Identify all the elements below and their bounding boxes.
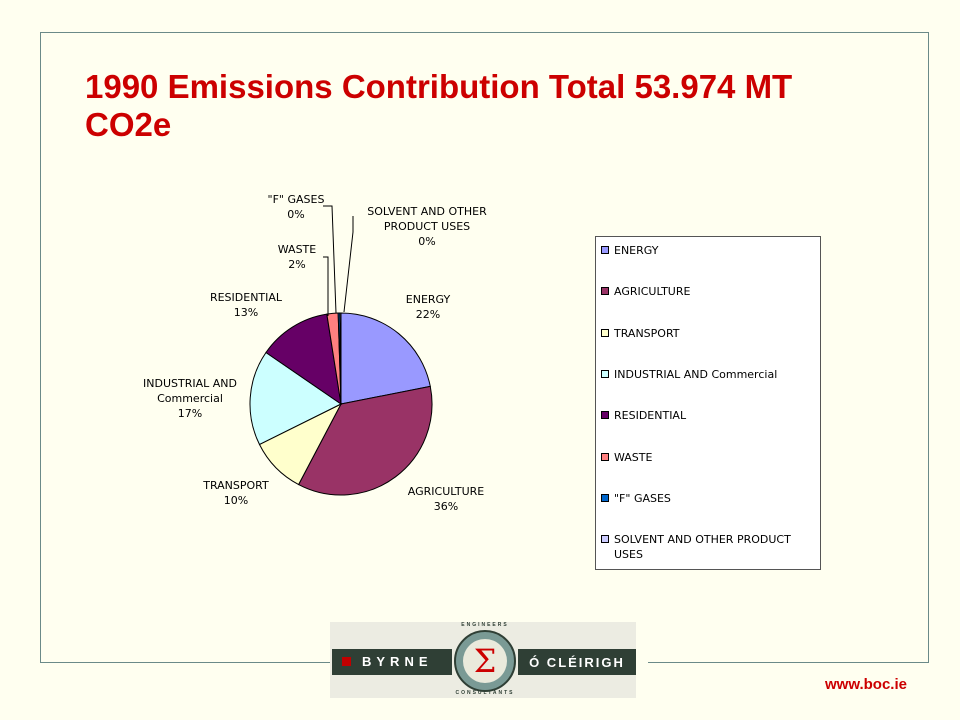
slice-label: WASTE 2%	[278, 243, 317, 271]
legend-label: RESIDENTIAL	[614, 409, 687, 422]
leader-line	[323, 256, 329, 316]
legend-item: INDUSTRIAL AND Commercial	[601, 367, 819, 382]
legend-label: WASTE	[614, 451, 653, 464]
legend-swatch	[601, 535, 609, 543]
legend-swatch	[601, 246, 609, 254]
company-logo: BYRNE Σ ENGINEERS CONSULTANTS Ó CLÉIRIGH	[330, 622, 636, 698]
logo-bottom-text: CONSULTANTS	[455, 690, 515, 696]
legend-item: WASTE	[601, 450, 819, 465]
legend-swatch	[601, 453, 609, 461]
pie-slice-energy	[340, 312, 431, 405]
slide-frame	[40, 32, 929, 663]
legend-label: ENERGY	[614, 244, 659, 257]
legend-item: SOLVENT AND OTHER PRODUCT USES	[601, 532, 819, 562]
legend-item: TRANSPORT	[601, 326, 819, 341]
slice-label: INDUSTRIAL AND Commercial 17%	[143, 377, 237, 420]
legend-label: "F" GASES	[614, 492, 671, 505]
slice-label: ENERGY 22%	[406, 293, 451, 321]
legend-item: AGRICULTURE	[601, 284, 819, 299]
legend-item: RESIDENTIAL	[601, 408, 819, 423]
legend-swatch	[601, 411, 609, 419]
legend-label: SOLVENT AND OTHER PRODUCT USES	[614, 533, 791, 561]
leader-line	[323, 205, 337, 314]
legend-swatch	[601, 494, 609, 502]
slide-title: 1990 Emissions Contribution Total 53.974…	[85, 68, 793, 143]
pie-slice-solvent-and-other-product-uses	[339, 312, 342, 405]
legend-label: INDUSTRIAL AND Commercial	[614, 368, 778, 381]
legend-swatch	[601, 370, 609, 378]
legend-item: "F" GASES	[601, 491, 819, 506]
slice-label: TRANSPORT 10%	[202, 479, 269, 507]
slice-label: AGRICULTURE 36%	[408, 485, 485, 513]
legend-label: TRANSPORT	[614, 327, 680, 340]
logo-right-bar: Ó CLÉIRIGH	[518, 649, 636, 675]
slice-label: "F" GASES 0%	[268, 193, 325, 221]
pie-slice-residential	[265, 313, 342, 406]
website-link[interactable]: www.boc.ie	[825, 676, 907, 693]
legend-item: ENERGY	[601, 243, 819, 258]
divider	[40, 662, 330, 663]
legend-swatch	[601, 287, 609, 295]
legend-swatch	[601, 329, 609, 337]
legend-label: AGRICULTURE	[614, 285, 691, 298]
pie-slice-agriculture	[297, 385, 433, 496]
sigma-icon: Σ	[463, 639, 507, 683]
leader-line	[343, 216, 354, 313]
logo-left-bar: BYRNE	[332, 649, 452, 675]
slice-label: SOLVENT AND OTHER PRODUCT USES 0%	[367, 205, 487, 248]
slice-label: RESIDENTIAL 13%	[210, 291, 283, 319]
pie-slice-industrial-and-commercial	[249, 351, 342, 446]
logo-top-text: ENGINEERS	[461, 622, 509, 628]
logo-square-icon	[342, 657, 351, 666]
chart-legend: ENERGY AGRICULTURE TRANSPORT INDUSTRIAL …	[595, 236, 821, 570]
logo-left-text: BYRNE	[362, 654, 433, 669]
divider	[648, 662, 928, 663]
